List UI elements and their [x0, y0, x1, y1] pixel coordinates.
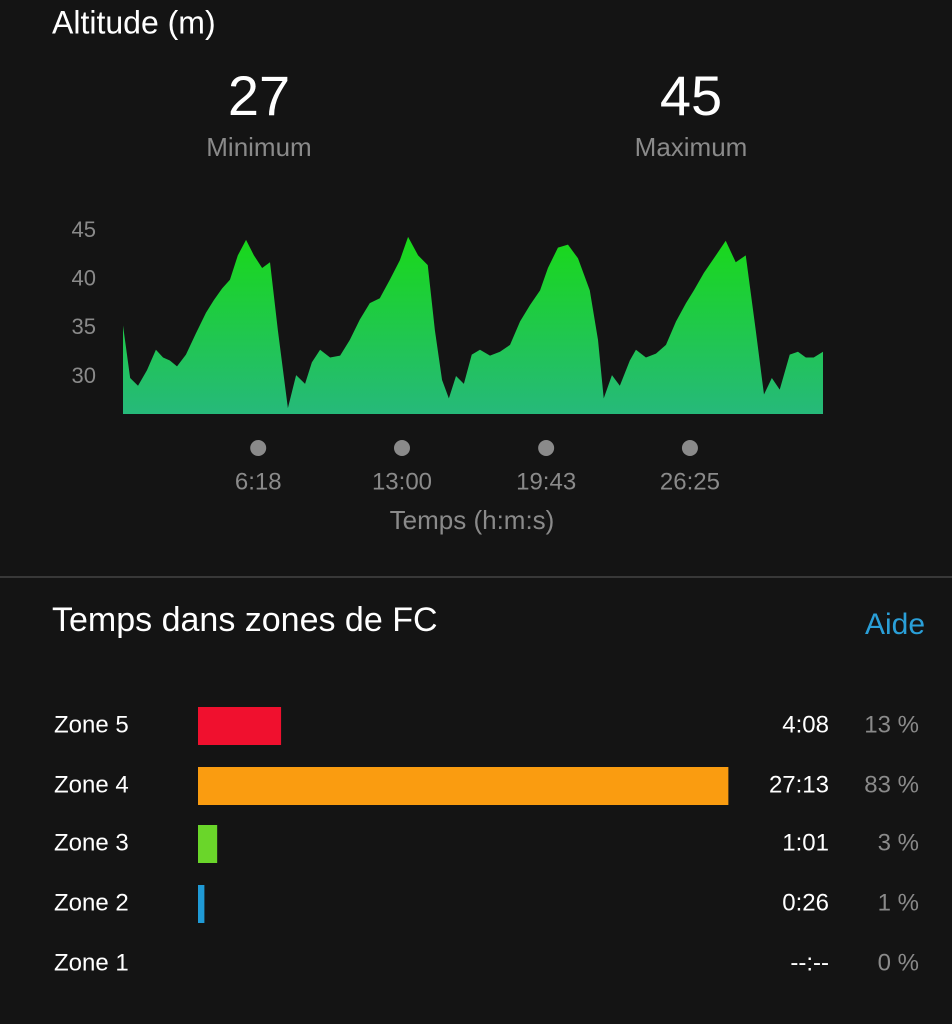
altitude-area	[123, 236, 823, 414]
zone-label: Zone 3	[54, 829, 129, 856]
x-tick-label: 6:18	[235, 468, 282, 495]
stat-label: Maximum	[635, 132, 748, 162]
zone-percent: 83 %	[864, 771, 919, 798]
stat-value: 45	[660, 64, 722, 127]
zone-percent: 13 %	[864, 711, 919, 738]
x-tick-dot	[681, 440, 698, 456]
zone-bar	[198, 707, 282, 745]
zone-label: Zone 4	[54, 771, 129, 798]
y-tick-label: 30	[72, 363, 96, 388]
zone-bar	[198, 767, 729, 805]
x-tick-dot	[538, 440, 555, 456]
section-title: Temps dans zones de FC	[52, 601, 438, 639]
zone-time: 27:13	[769, 771, 829, 798]
stat-value: 27	[228, 64, 290, 127]
x-tick-dot	[393, 440, 410, 456]
zone-percent: 3 %	[878, 829, 919, 856]
y-tick-label: 45	[72, 217, 96, 242]
zone-bar	[198, 825, 218, 863]
zone-label: Zone 5	[54, 711, 129, 738]
section-title: Altitude (m)	[52, 4, 216, 40]
zone-percent: 1 %	[878, 889, 919, 916]
zone-time: 0:26	[782, 889, 829, 916]
x-tick-label: 19:43	[516, 468, 576, 495]
zone-bar	[198, 885, 205, 923]
zone-percent: 0 %	[878, 949, 919, 976]
x-tick-dot	[250, 440, 267, 456]
zone-label: Zone 2	[54, 889, 129, 916]
x-tick-label: 26:25	[660, 468, 720, 495]
y-tick-label: 35	[72, 314, 96, 339]
help-link[interactable]: Aide	[865, 608, 925, 641]
stat-label: Minimum	[206, 132, 311, 162]
zone-time: 1:01	[782, 829, 829, 856]
zone-time: 4:08	[782, 711, 829, 738]
x-axis-title: Temps (h:m:s)	[390, 505, 555, 535]
x-tick-label: 13:00	[372, 468, 432, 495]
zone-label: Zone 1	[54, 949, 129, 976]
y-tick-label: 40	[72, 266, 96, 291]
zone-time: --:--	[790, 949, 829, 976]
